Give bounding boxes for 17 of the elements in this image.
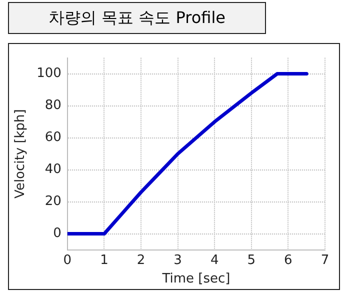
x-tick-label: 0: [63, 252, 72, 268]
x-tick-label: 4: [210, 252, 219, 268]
y-tick-label: 0: [53, 226, 62, 242]
y-tick-label: 20: [44, 194, 62, 210]
x-tick-label: 7: [320, 252, 330, 268]
x-tick-label: 3: [174, 252, 182, 268]
y-axis-title: Velocity [kph]: [13, 109, 28, 198]
x-tick-label: 1: [100, 252, 108, 268]
y-tick-label: 60: [44, 130, 62, 146]
y-tick-label: 100: [36, 66, 62, 82]
x-tick-label: 2: [136, 252, 146, 268]
x-tick-label: 5: [247, 252, 256, 268]
chart-title: 차량의 목표 속도 Profile: [8, 2, 266, 34]
y-tick-label: 80: [44, 98, 62, 114]
y-tick-label: 40: [44, 162, 62, 178]
x-axis-title: Time [sec]: [161, 272, 230, 287]
x-tick-label: 6: [284, 252, 292, 268]
